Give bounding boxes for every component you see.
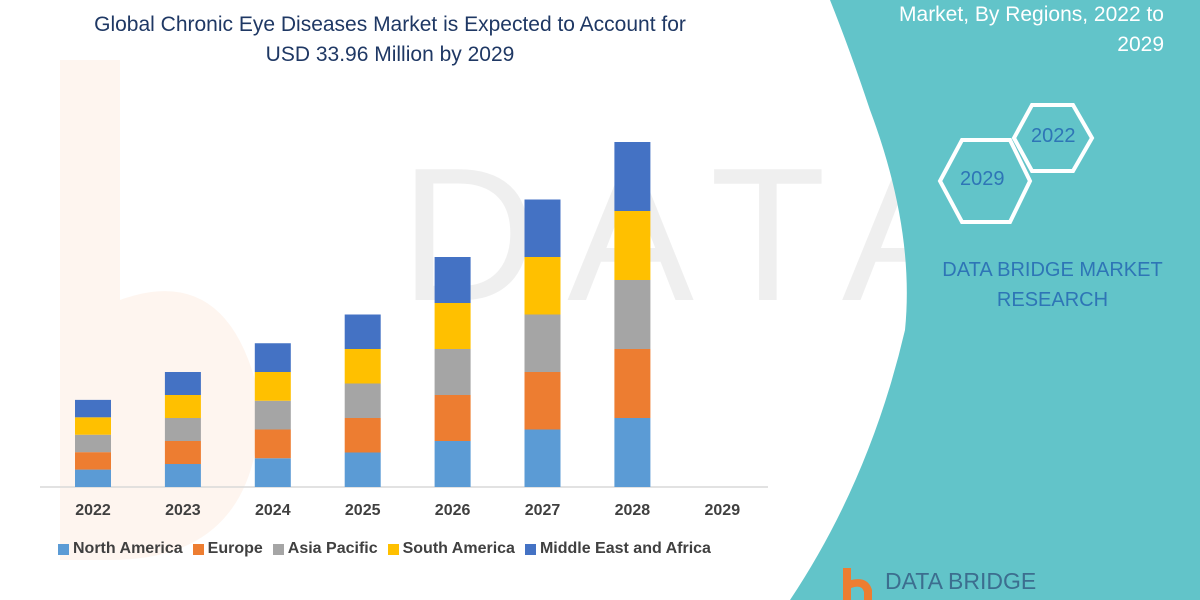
bar-2023-south-america xyxy=(164,395,201,418)
bar-2027-europe xyxy=(524,372,561,430)
bar-2028-north-america xyxy=(614,418,651,487)
bar-2028-middle-east-and-africa xyxy=(614,142,651,211)
legend-item: South America xyxy=(387,540,515,558)
legend-swatch xyxy=(58,543,69,555)
brand-line-1: DATA BRIDGE MARKET xyxy=(942,259,1163,281)
logo-icon xyxy=(843,568,872,600)
bar-2025-europe xyxy=(344,418,381,453)
x-tick-label: 2029 xyxy=(704,502,741,519)
side-panel xyxy=(790,0,1200,600)
legend-item: Middle East and Africa xyxy=(524,540,711,558)
bar-2023-asia-pacific xyxy=(164,418,201,441)
hex-label-2029: 2029 xyxy=(960,168,1005,190)
bar-2023-north-america xyxy=(164,464,201,487)
bar-2022-north-america xyxy=(75,469,111,487)
legend-swatch xyxy=(387,543,399,555)
legend-label: South America xyxy=(402,540,515,557)
legend-item: Europe xyxy=(192,540,263,558)
hexagon-2022 xyxy=(1011,103,1095,173)
bar-2027-north-america xyxy=(524,429,561,487)
bar-2022-middle-east-and-africa xyxy=(75,399,111,418)
bar-2023-middle-east-and-africa xyxy=(164,372,201,395)
bar-2026-asia-pacific xyxy=(434,349,471,395)
side-heading: Market, By Regions, 2022 to 2029 xyxy=(844,0,1164,60)
chart-title: Global Chronic Eye Diseases Market is Ex… xyxy=(40,10,740,70)
legend-swatch xyxy=(272,543,284,555)
legend-label: North America xyxy=(73,540,183,557)
bar-2024-middle-east-and-africa xyxy=(254,343,291,372)
side-heading-line-1: Market, By Regions, 2022 to xyxy=(899,3,1164,26)
legend-label: Asia Pacific xyxy=(287,540,378,557)
logo-text: DATA BRIDGE xyxy=(885,568,1037,594)
bar-2027-south-america xyxy=(524,257,561,315)
legend-label: Europe xyxy=(207,540,263,557)
side-heading-line-2: 2029 xyxy=(1117,33,1164,56)
legend-item: North America xyxy=(58,540,183,558)
x-tick-label: 2027 xyxy=(524,502,561,519)
bar-2028-south-america xyxy=(614,211,651,280)
bar-2025-south-america xyxy=(344,349,381,384)
bar-2022-europe xyxy=(75,452,111,470)
x-tick-label: 2025 xyxy=(344,502,381,519)
bar-2022-south-america xyxy=(75,417,111,435)
bar-2026-europe xyxy=(434,395,471,441)
bar-2024-south-america xyxy=(254,372,291,401)
brand-text: DATA BRIDGE MARKET RESEARCH xyxy=(925,255,1180,315)
bar-2024-asia-pacific xyxy=(254,400,291,430)
x-tick-label: 2024 xyxy=(255,502,291,519)
legend-item: Asia Pacific xyxy=(272,540,378,558)
legend-label: Middle East and Africa xyxy=(539,540,711,557)
x-tick-label: 2022 xyxy=(75,502,111,519)
title-line-1: Global Chronic Eye Diseases Market is Ex… xyxy=(94,13,686,36)
bar-2022-asia-pacific xyxy=(75,434,111,453)
bar-2026-north-america xyxy=(434,441,471,487)
bar-2026-middle-east-and-africa xyxy=(434,257,471,303)
bar-2025-north-america xyxy=(344,452,381,487)
bar-2024-europe xyxy=(254,429,291,459)
legend-swatch xyxy=(524,543,536,555)
bar-2028-europe xyxy=(614,349,651,418)
hexagon-2029 xyxy=(937,138,1033,224)
x-tick-label: 2026 xyxy=(434,502,471,519)
legend: North America Europe Asia Pacific South Ame… xyxy=(58,540,711,558)
bar-2027-asia-pacific xyxy=(524,314,561,372)
x-tick-label: 2023 xyxy=(165,502,201,519)
legend-swatch xyxy=(192,543,204,555)
bar-2025-asia-pacific xyxy=(344,383,381,418)
x-tick-label: 2028 xyxy=(614,502,651,519)
bars xyxy=(75,142,651,487)
bar-2024-north-america xyxy=(254,458,291,487)
bar-2025-middle-east-and-africa xyxy=(344,314,381,349)
hex-label-2022: 2022 xyxy=(1031,125,1076,147)
bar-2023-europe xyxy=(164,441,201,464)
brand-line-2: RESEARCH xyxy=(996,289,1109,311)
bar-2026-south-america xyxy=(434,303,471,349)
bar-2028-asia-pacific xyxy=(614,280,651,349)
bar-2027-middle-east-and-africa xyxy=(524,199,561,257)
title-line-2: USD 33.96 Million by 2029 xyxy=(265,43,515,66)
